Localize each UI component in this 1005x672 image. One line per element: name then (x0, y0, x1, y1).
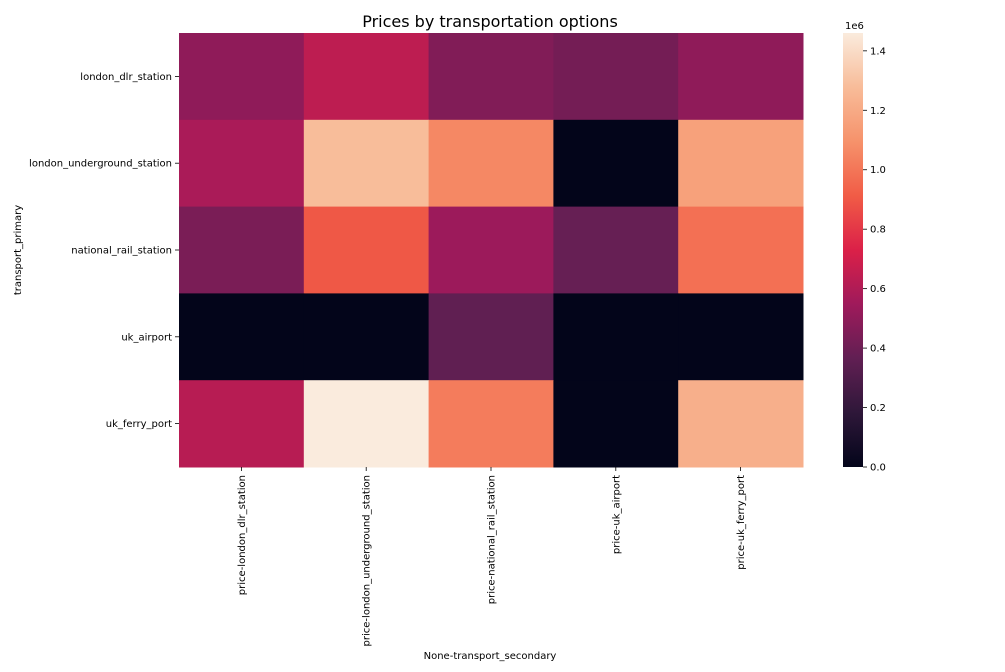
heatmap-cell (553, 293, 679, 381)
x-tick-label: price-london_underground_station (362, 475, 373, 646)
heatmap-cell (678, 33, 804, 121)
heatmap-cell (428, 206, 554, 294)
heatmap-cell (678, 119, 804, 208)
colorbar-tick-label: 0.8 (870, 225, 886, 236)
colorbar-offset-label: 1e6 (845, 21, 864, 32)
x-axis-label: None-transport_secondary (424, 651, 557, 662)
y-tick-label: uk_airport (121, 332, 172, 343)
y-tick-label: uk_ferry_port (106, 419, 172, 430)
heatmap-cell (678, 380, 804, 468)
heatmap-cell (179, 119, 305, 208)
y-tick-label: london_underground_station (29, 159, 172, 170)
x-tick-labels: price-london_dlr_station price-london_und… (237, 467, 747, 646)
colorbar-tick-label: 1.4 (870, 46, 886, 57)
colorbar-tick-label: 0.2 (870, 403, 886, 414)
y-tick-labels: london_dlr_station london_underground_sta… (29, 72, 179, 430)
y-tick-label: london_dlr_station (80, 72, 172, 83)
chart-title: Prices by transportation options (362, 12, 618, 31)
heatmap-cell (303, 380, 430, 468)
heatmap-cell (303, 206, 430, 294)
heatmap-cell (303, 119, 430, 208)
colorbar (843, 33, 863, 467)
heatmap-cell (678, 206, 804, 294)
heatmap-cell (179, 380, 305, 468)
heatmap-cell (553, 119, 679, 208)
colorbar-tick-label: 0.6 (870, 284, 886, 295)
y-axis-label: transport_primary (13, 205, 24, 295)
heatmap-cell (179, 206, 305, 294)
heatmap-cell (428, 293, 554, 381)
heatmap-cell (303, 293, 430, 381)
heatmap-cell (428, 380, 554, 468)
colorbar-tick-label: 1.0 (870, 165, 886, 176)
heatmap-cells (179, 33, 804, 468)
heatmap-cell (179, 33, 305, 121)
heatmap-cell (553, 33, 679, 121)
x-tick-label: price-uk_airport (611, 475, 622, 554)
x-tick-label: price-national_rail_station (487, 475, 498, 604)
x-tick-label: price-london_dlr_station (237, 475, 248, 595)
heatmap-cell (303, 33, 430, 121)
heatmap-cell (179, 293, 305, 381)
heatmap-cell (428, 119, 554, 208)
heatmap-cell (553, 380, 679, 468)
heatmap-cell (553, 206, 679, 294)
colorbar-tick-label: 0.0 (870, 463, 886, 474)
colorbar-ticks: 0.0 0.2 0.4 0.6 0.8 1.0 1.2 1.4 (863, 46, 886, 474)
colorbar-tick-label: 1.2 (870, 106, 886, 117)
heatmap-cell (678, 293, 804, 381)
y-tick-label: national_rail_station (71, 246, 172, 257)
heatmap-cell (428, 33, 554, 121)
colorbar-tick-label: 0.4 (870, 344, 886, 355)
x-tick-label: price-uk_ferry_port (736, 475, 747, 570)
